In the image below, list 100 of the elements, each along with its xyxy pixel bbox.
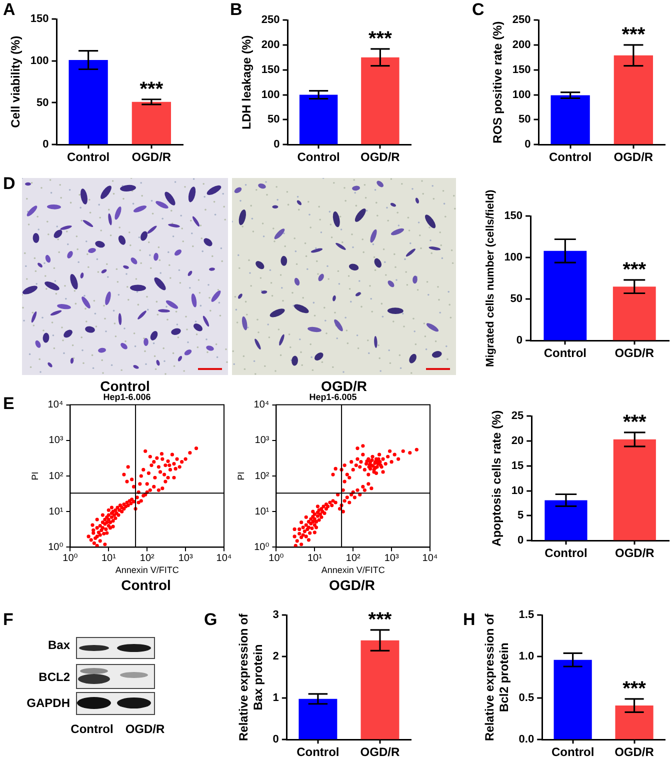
y-tick-label: 50 xyxy=(518,114,531,126)
y-tick-label: 2 xyxy=(272,650,279,663)
y-tick-label: 50 xyxy=(36,96,49,109)
text: Bax xyxy=(48,638,70,652)
y-tick-label: 1 xyxy=(272,692,279,704)
text: BCL2 xyxy=(38,670,70,684)
x-tick-label: Control xyxy=(544,546,588,560)
y-tick-label: 10¹ xyxy=(48,506,64,518)
text: D xyxy=(3,174,16,193)
y-axis-title: LDH leakage (%) xyxy=(240,35,254,130)
y-tick-label: 20 xyxy=(511,434,524,447)
y-tick-label: 10² xyxy=(48,470,64,482)
y-tick-label: 150 xyxy=(261,64,280,76)
text: H xyxy=(463,610,476,629)
y-tick-label: 10¹ xyxy=(254,506,270,518)
y-tick-label: 100 xyxy=(261,88,280,101)
y-tick-label: 0 xyxy=(518,534,524,547)
annotation: *** xyxy=(622,24,646,46)
y-tick-label: 100 xyxy=(512,88,531,101)
y-tick-label: 10 xyxy=(511,484,524,497)
y-tick-label: 250 xyxy=(261,14,280,26)
y-tick-label: 0 xyxy=(42,138,49,151)
y-axis-title: Relative expression of Bcl2 protein xyxy=(482,612,511,741)
x-axis-title: Annexin V/FITC xyxy=(115,565,180,576)
x-tick-label: 10³ xyxy=(384,552,400,564)
annotation: *** xyxy=(368,28,392,50)
x-tick-label: 10¹ xyxy=(307,552,323,564)
y-tick-label: 5 xyxy=(518,510,524,522)
x-tick-label: OGD/R xyxy=(614,150,654,164)
text: OGD/R xyxy=(329,577,375,593)
text: A xyxy=(3,0,16,19)
text: OGD/R xyxy=(125,722,165,736)
text: OGD/R xyxy=(321,378,367,394)
annotation: *** xyxy=(140,78,164,100)
y-tick-label: 25 xyxy=(511,410,524,422)
y-tick-label: 250 xyxy=(512,14,531,26)
text: GAPDH xyxy=(26,696,70,710)
text: G xyxy=(204,610,218,629)
text: C xyxy=(472,0,484,19)
y-tick-label: 10² xyxy=(254,470,270,482)
x-tick-label: Control xyxy=(548,150,592,164)
y-tick-label: 0 xyxy=(272,734,279,746)
chart-title: Hep1-6.006 xyxy=(103,392,151,402)
y-tick-label: 150 xyxy=(504,210,523,222)
y-axis-title: PI xyxy=(30,472,40,480)
y-tick-label: 10⁴ xyxy=(254,400,270,411)
x-tick-label: OGD/R xyxy=(614,546,655,560)
x-tick-label: Control xyxy=(296,745,340,758)
chart-title: Hep1-6.005 xyxy=(309,392,357,402)
text: F xyxy=(3,610,14,629)
y-tick-label: 0 xyxy=(524,138,531,151)
y-tick-label: 1.0 xyxy=(518,650,534,663)
text: E xyxy=(3,394,14,413)
annotation: *** xyxy=(622,678,646,700)
annotation: *** xyxy=(622,411,647,434)
y-tick-label: 10⁴ xyxy=(48,400,64,411)
x-tick-label: 10¹ xyxy=(101,552,117,564)
y-axis-title: Migrated cells number (cells/field) xyxy=(484,189,497,367)
x-tick-label: OGD/R xyxy=(614,745,654,758)
y-tick-label: 100 xyxy=(30,54,49,67)
y-tick-label: 200 xyxy=(261,38,280,51)
y-axis-title: Cell viability (%) xyxy=(8,36,23,128)
x-tick-label: OGD/R xyxy=(360,150,400,164)
y-tick-label: 150 xyxy=(512,64,531,76)
x-tick-label: Control xyxy=(551,745,594,758)
x-tick-label: 10⁴ xyxy=(422,552,438,564)
y-tick-label: 10³ xyxy=(48,435,64,446)
x-tick-label: OGD/R xyxy=(132,150,172,164)
x-tick-label: 10² xyxy=(140,552,156,564)
annotation: *** xyxy=(622,258,646,281)
text: Control xyxy=(70,722,114,736)
x-tick-label: OGD/R xyxy=(360,745,400,758)
y-tick-label: 0.0 xyxy=(518,734,534,746)
y-axis-title: PI xyxy=(236,472,246,480)
x-tick-label: 10³ xyxy=(178,552,194,564)
y-tick-label: 200 xyxy=(512,38,531,51)
y-axis-title: Apoptosis cells rate (%) xyxy=(490,410,504,546)
text: B xyxy=(230,0,242,19)
y-tick-label: 3 xyxy=(272,609,279,622)
y-tick-label: 50 xyxy=(268,114,280,126)
x-tick-label: Control xyxy=(66,150,110,164)
y-tick-label: 10³ xyxy=(254,435,270,446)
annotation: *** xyxy=(368,608,392,631)
y-axis-title: Relative expression of Bax protein xyxy=(236,612,265,741)
y-tick-label: 150 xyxy=(30,13,49,26)
text: Control xyxy=(100,378,150,394)
y-tick-label: 1.5 xyxy=(518,609,534,622)
x-tick-label: 10² xyxy=(346,552,362,564)
x-tick-label: 10⁰ xyxy=(62,552,78,564)
x-tick-label: 10⁴ xyxy=(216,552,232,564)
y-tick-label: 0 xyxy=(274,138,280,151)
y-tick-label: 0.5 xyxy=(518,692,534,704)
y-tick-label: 100 xyxy=(504,252,523,264)
y-tick-label: 0 xyxy=(516,334,523,347)
y-axis-title: ROS positive rate (%) xyxy=(490,21,505,144)
x-tick-label: Control xyxy=(297,150,340,164)
text: Control xyxy=(121,577,171,593)
x-axis-title: Annexin V/FITC xyxy=(321,565,386,576)
y-tick-label: 15 xyxy=(511,460,524,472)
y-tick-label: 50 xyxy=(510,293,523,306)
